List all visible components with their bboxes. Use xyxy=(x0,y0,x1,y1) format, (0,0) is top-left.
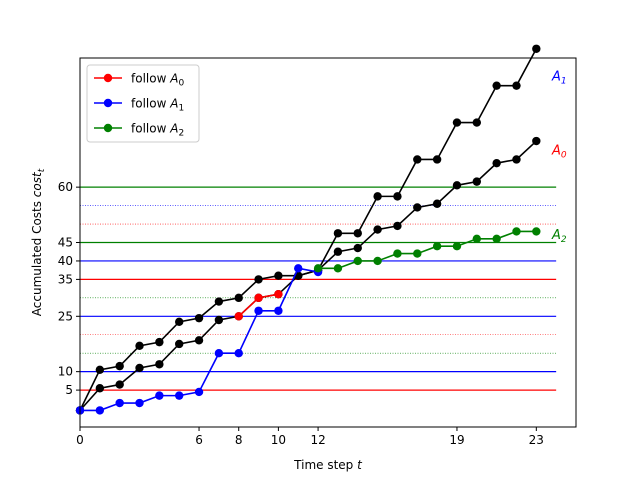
data-point xyxy=(214,349,224,358)
data-point xyxy=(472,177,481,186)
data-point xyxy=(413,203,422,212)
data-point xyxy=(95,365,105,375)
x-axis: 0 6 8 10 12 19 23 xyxy=(76,427,544,447)
data-point xyxy=(115,361,124,371)
data-point xyxy=(333,229,343,238)
data-point xyxy=(194,313,204,323)
data-point xyxy=(313,264,323,273)
data-point xyxy=(512,155,521,164)
series-end-label: A2 xyxy=(551,228,567,245)
data-point xyxy=(393,221,402,231)
data-point xyxy=(413,249,422,258)
data-point xyxy=(175,391,184,400)
data-point xyxy=(532,227,541,236)
data-point xyxy=(234,312,243,321)
x-tick-label: 0 xyxy=(76,433,84,447)
data-point xyxy=(254,293,263,303)
data-point xyxy=(234,293,243,303)
series-line xyxy=(79,140,537,411)
legend: follow A0 follow A1 follow A2 xyxy=(86,64,200,143)
data-point xyxy=(115,380,124,389)
x-tick-label: 12 xyxy=(310,433,325,447)
data-point xyxy=(254,306,263,315)
y-tick-label: 60 xyxy=(58,180,73,194)
x-tick-label: 10 xyxy=(271,433,286,447)
data-point xyxy=(512,227,521,236)
data-point xyxy=(135,363,144,373)
data-point xyxy=(175,339,184,349)
data-point xyxy=(155,360,164,369)
data-point xyxy=(274,289,283,299)
data-point xyxy=(234,349,243,358)
data-point xyxy=(452,181,462,190)
data-point xyxy=(492,158,501,168)
data-point xyxy=(135,398,144,408)
data-point xyxy=(432,155,442,164)
data-point xyxy=(214,315,224,325)
data-point xyxy=(155,337,164,347)
data-point xyxy=(452,241,462,251)
data-point xyxy=(532,136,541,146)
data-point xyxy=(254,275,263,284)
data-point xyxy=(432,241,442,251)
data-point xyxy=(452,118,462,127)
data-point xyxy=(214,297,224,306)
data-point xyxy=(393,249,402,258)
data-point xyxy=(432,199,442,208)
data-point xyxy=(353,256,362,266)
x-tick-label: 23 xyxy=(529,433,544,447)
legend-label: follow A1 xyxy=(131,97,184,114)
series-end-label: A0 xyxy=(551,143,567,160)
data-point xyxy=(512,81,521,90)
data-point xyxy=(353,243,362,253)
data-point xyxy=(274,271,283,280)
x-axis-label: Time step t xyxy=(293,458,363,472)
y-tick-label: 35 xyxy=(58,272,73,286)
data-point xyxy=(472,118,481,127)
y-tick-label: 40 xyxy=(58,254,73,268)
data-point xyxy=(393,192,402,201)
data-point xyxy=(532,44,541,53)
data-point xyxy=(175,317,184,327)
data-point xyxy=(155,391,164,400)
y-tick-label: 25 xyxy=(58,309,73,323)
data-point xyxy=(373,192,382,201)
legend-swatch-marker xyxy=(103,73,113,83)
data-point xyxy=(373,225,382,234)
legend-swatch-marker xyxy=(103,98,113,108)
data-point xyxy=(492,81,501,90)
x-tick-label: 19 xyxy=(449,433,464,447)
data-point xyxy=(115,398,124,408)
y-axis: 5 10 25 35 40 45 60 xyxy=(58,180,80,397)
data-point xyxy=(373,256,382,266)
data-point xyxy=(194,336,204,345)
y-tick-label: 5 xyxy=(65,383,73,397)
legend-box xyxy=(86,64,200,143)
data-point xyxy=(492,234,501,244)
series-end-label: A1 xyxy=(551,69,567,86)
y-axis-label: Accumulated Costs costt xyxy=(30,168,47,316)
end-labels: A1 A0 A2 xyxy=(551,69,567,245)
data-point xyxy=(413,155,422,164)
data-point xyxy=(333,247,343,256)
data-point xyxy=(333,264,343,273)
data-point xyxy=(95,384,105,393)
data-point xyxy=(472,234,481,244)
y-tick-label: 45 xyxy=(58,236,73,250)
legend-label: follow A2 xyxy=(131,122,184,139)
x-tick-label: 8 xyxy=(235,433,243,447)
data-point xyxy=(353,229,362,238)
data-point xyxy=(135,341,144,351)
legend-label: follow A0 xyxy=(131,72,184,89)
y-tick-label: 10 xyxy=(58,365,73,379)
data-point xyxy=(294,264,303,273)
x-tick-label: 6 xyxy=(195,433,203,447)
reference-lines xyxy=(80,186,557,391)
data-point xyxy=(95,406,105,415)
legend-swatch-marker xyxy=(103,123,113,133)
data-point xyxy=(194,387,204,397)
data-point xyxy=(274,306,283,315)
series-layer xyxy=(75,44,541,415)
